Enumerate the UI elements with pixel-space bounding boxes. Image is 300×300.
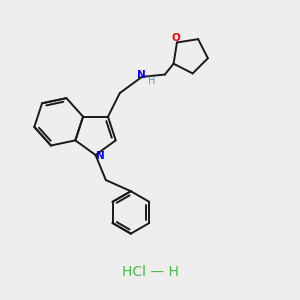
Text: O: O <box>171 33 180 43</box>
Text: H: H <box>148 76 155 86</box>
Text: N: N <box>96 152 104 161</box>
Text: HCl — H: HCl — H <box>122 265 178 279</box>
Text: N: N <box>137 70 146 80</box>
